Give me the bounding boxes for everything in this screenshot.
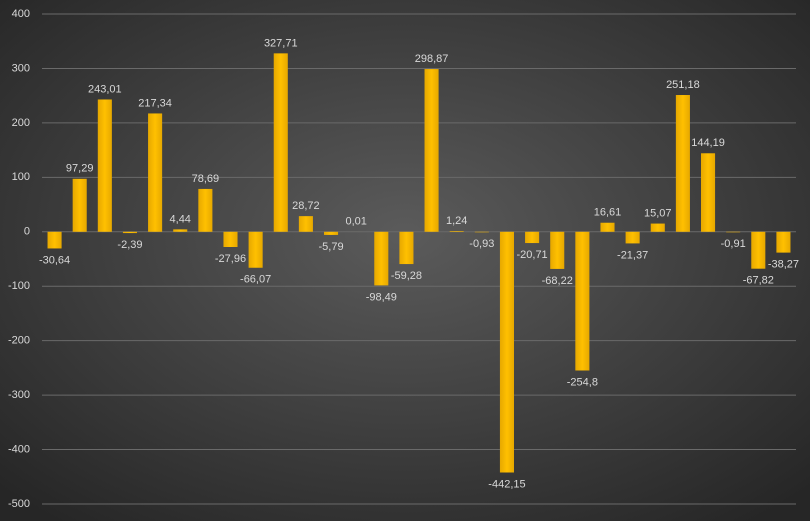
data-label: -2,39 [117, 239, 142, 251]
bar [72, 178, 87, 232]
data-label: -5,79 [318, 241, 343, 253]
data-label: -67,82 [743, 275, 774, 287]
bar [650, 223, 665, 232]
bar [122, 231, 138, 234]
bar [700, 153, 716, 232]
data-label: 1,24 [446, 215, 467, 227]
bar [273, 53, 288, 232]
bar [550, 231, 565, 269]
bar [424, 69, 439, 232]
bar [625, 231, 640, 244]
y-tick-label: 400 [12, 8, 30, 20]
bar [525, 231, 540, 244]
data-label: -254,8 [567, 376, 598, 388]
data-label: 78,69 [192, 173, 220, 185]
y-tick-label: -100 [8, 280, 30, 292]
data-label: -38,27 [768, 259, 799, 271]
data-label: -27,96 [215, 253, 246, 265]
data-label: -0,91 [721, 238, 746, 250]
bar [173, 229, 188, 232]
bar [97, 99, 112, 232]
bar [198, 188, 213, 232]
bar [148, 113, 163, 232]
bar [600, 222, 615, 232]
data-label: 251,18 [666, 79, 700, 91]
data-label: -59,28 [391, 270, 422, 282]
data-label: -20,71 [516, 249, 547, 261]
y-tick-label: 0 [24, 226, 30, 238]
data-label: 327,71 [264, 37, 298, 49]
bar [449, 231, 464, 232]
bar [575, 231, 590, 371]
bar [298, 216, 313, 232]
data-label: -21,37 [617, 249, 648, 261]
data-label: -66,07 [240, 274, 271, 286]
data-label: -68,22 [542, 275, 573, 287]
data-label: 97,29 [66, 163, 94, 175]
data-label: 243,01 [88, 83, 122, 95]
bar [374, 231, 389, 286]
y-tick-label: 200 [12, 117, 30, 129]
bar [499, 231, 515, 473]
bar [399, 231, 414, 265]
data-label: 16,61 [594, 207, 622, 219]
bar [751, 231, 766, 269]
y-tick-label: -500 [8, 498, 30, 510]
data-label: 298,87 [415, 53, 449, 65]
data-label: -0,93 [469, 238, 494, 250]
y-tick-label: 100 [12, 171, 30, 183]
data-label: 4,44 [170, 213, 191, 225]
data-label: -98,49 [366, 291, 397, 303]
data-label: 15,07 [644, 207, 672, 219]
bar [47, 231, 62, 249]
y-tick-label: -400 [8, 443, 30, 455]
data-label: 28,72 [292, 200, 320, 212]
bar [248, 231, 263, 268]
bar [675, 95, 690, 232]
data-label: 0,01 [345, 216, 366, 228]
y-tick-label: -200 [8, 335, 30, 347]
data-label: 144,19 [691, 137, 725, 149]
bar [323, 231, 339, 235]
bar [474, 231, 489, 233]
y-tick-label: 300 [12, 62, 30, 74]
bar [223, 231, 238, 248]
y-tick-label: -300 [8, 389, 30, 401]
data-label: -30,64 [39, 254, 70, 266]
data-label: -442,15 [488, 478, 525, 490]
data-label: 217,34 [138, 97, 172, 109]
bar [776, 231, 791, 253]
